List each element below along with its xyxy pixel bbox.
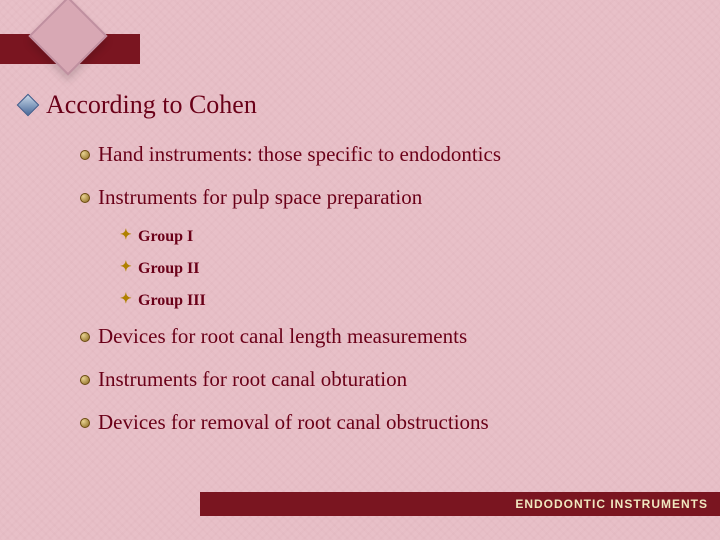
item-text: Instruments for root canal obturation bbox=[98, 367, 407, 392]
circle-bullet-icon bbox=[80, 375, 90, 385]
circle-bullet-icon bbox=[80, 332, 90, 342]
circle-bullet-icon bbox=[80, 193, 90, 203]
group-text: Group I bbox=[138, 228, 193, 246]
star-bullet-icon bbox=[120, 231, 132, 243]
sub-list-item: Group II bbox=[120, 260, 700, 278]
heading-text: According to Cohen bbox=[46, 90, 257, 120]
diamond-bullet-icon bbox=[17, 94, 40, 117]
item-text: Devices for root canal length measuremen… bbox=[98, 324, 467, 349]
list-item: Instruments for root canal obturation bbox=[80, 367, 700, 392]
star-bullet-icon bbox=[120, 295, 132, 307]
diamond-decoration bbox=[28, 0, 107, 76]
sub-list-item: Group III bbox=[120, 292, 700, 310]
item-text: Devices for removal of root canal obstru… bbox=[98, 410, 489, 435]
item-text: Hand instruments: those specific to endo… bbox=[98, 142, 501, 167]
item-text: Instruments for pulp space preparation bbox=[98, 185, 422, 210]
list-item: Devices for removal of root canal obstru… bbox=[80, 410, 700, 435]
circle-bullet-icon bbox=[80, 150, 90, 160]
footer-bar: ENDODONTIC INSTRUMENTS bbox=[200, 492, 720, 516]
sub-list-item: Group I bbox=[120, 228, 700, 246]
list-item: Hand instruments: those specific to endo… bbox=[80, 142, 700, 167]
slide-content: According to Cohen Hand instruments: tho… bbox=[20, 90, 700, 453]
group-text: Group II bbox=[138, 260, 200, 278]
circle-bullet-icon bbox=[80, 418, 90, 428]
footer-text: ENDODONTIC INSTRUMENTS bbox=[515, 497, 708, 511]
star-bullet-icon bbox=[120, 263, 132, 275]
group-text: Group III bbox=[138, 292, 206, 310]
heading-row: According to Cohen bbox=[20, 90, 700, 120]
list-item: Devices for root canal length measuremen… bbox=[80, 324, 700, 349]
list-item: Instruments for pulp space preparation bbox=[80, 185, 700, 210]
